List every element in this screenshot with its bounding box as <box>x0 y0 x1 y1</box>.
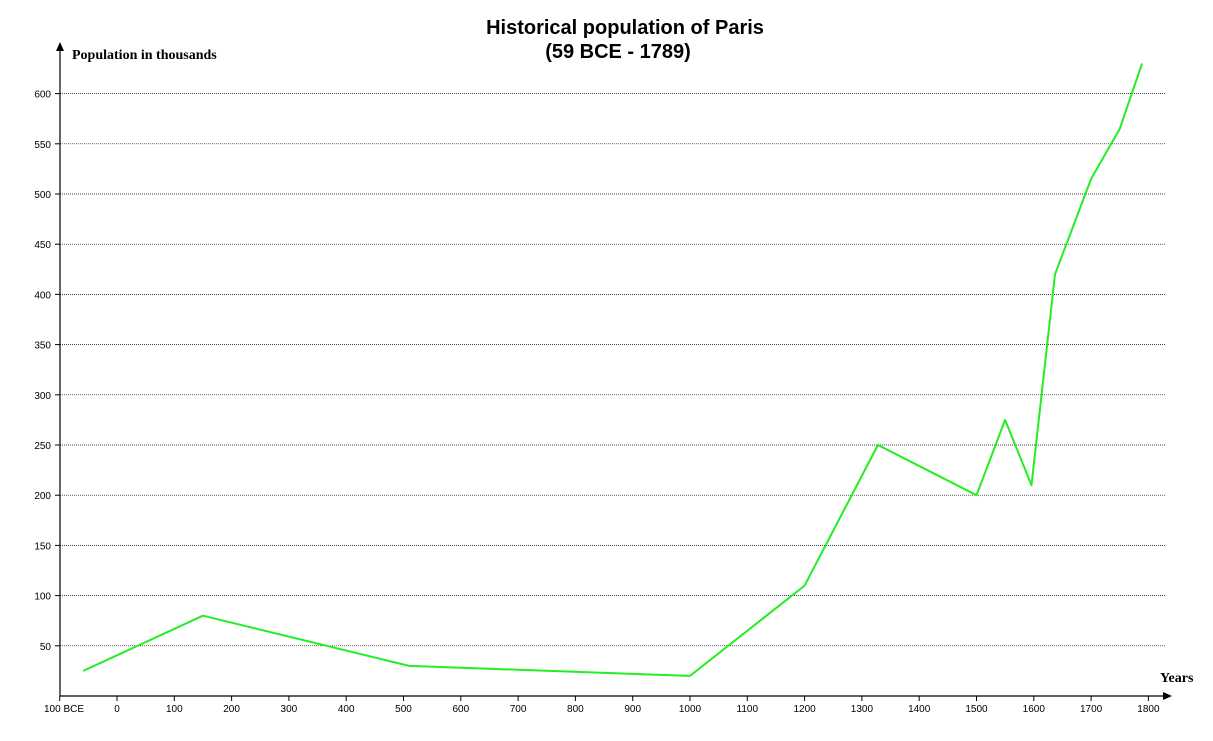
y-tick-label-550: 550 <box>34 140 51 151</box>
y-axis-arrow <box>56 42 64 51</box>
x-tick-label-17: 1600 <box>1023 704 1046 715</box>
x-tick-label-15: 1400 <box>908 704 931 715</box>
x-axis-arrow <box>1163 692 1172 700</box>
x-tick-label-19: 1800 <box>1137 704 1160 715</box>
x-tick-label-9: 800 <box>567 704 584 715</box>
axes <box>56 42 1172 700</box>
x-tick-label-4: 300 <box>281 704 298 715</box>
y-tick-label-300: 300 <box>34 391 51 402</box>
x-tick-labels: 100 BCE 0 100 200 300 400 500 600 700 800 900 1000 1… <box>44 696 1160 715</box>
x-tick-label-8: 700 <box>510 704 527 715</box>
x-tick-label-14: 1300 <box>851 704 874 715</box>
grid-lines <box>55 93 1166 647</box>
chart-title: Historical population of Paris <box>486 17 764 39</box>
x-tick-label-0: 100 BCE <box>44 704 84 715</box>
x-tick-label-7: 600 <box>452 704 469 715</box>
y-tick-label-350: 350 <box>34 341 51 352</box>
x-tick-label-5: 400 <box>338 704 355 715</box>
x-tick-label-16: 1500 <box>965 704 988 715</box>
y-tick-label-500: 500 <box>34 190 51 201</box>
y-tick-label-50: 50 <box>40 642 52 653</box>
x-tick-label-2: 100 <box>166 704 183 715</box>
x-axis-label: Years <box>1160 671 1194 686</box>
y-tick-label-100: 100 <box>34 592 51 603</box>
x-tick-label-1: 0 <box>114 704 120 715</box>
y-tick-label-200: 200 <box>34 491 51 502</box>
chart-subtitle: (59 BCE - 1789) <box>545 41 691 63</box>
y-tick-label-250: 250 <box>34 441 51 452</box>
y-axis-label: Population in thousands <box>72 48 217 63</box>
x-tick-label-12: 1100 <box>737 704 759 715</box>
y-tick-labels: 50 100 150 200 250 300 350 400 450 500 550 600 <box>34 90 51 653</box>
y-tick-label-600: 600 <box>34 90 51 101</box>
y-tick-label-450: 450 <box>34 240 51 251</box>
x-tick-label-18: 1700 <box>1080 704 1103 715</box>
x-tick-label-11: 1000 <box>679 704 702 715</box>
x-tick-label-10: 900 <box>624 704 641 715</box>
series-layer <box>82 63 1144 677</box>
series-line-0 <box>82 63 1144 677</box>
x-tick-label-3: 200 <box>223 704 240 715</box>
y-tick-label-400: 400 <box>34 290 51 301</box>
x-tick-label-6: 500 <box>395 704 412 715</box>
x-tick-label-13: 1200 <box>793 704 816 715</box>
y-tick-label-150: 150 <box>34 541 51 552</box>
